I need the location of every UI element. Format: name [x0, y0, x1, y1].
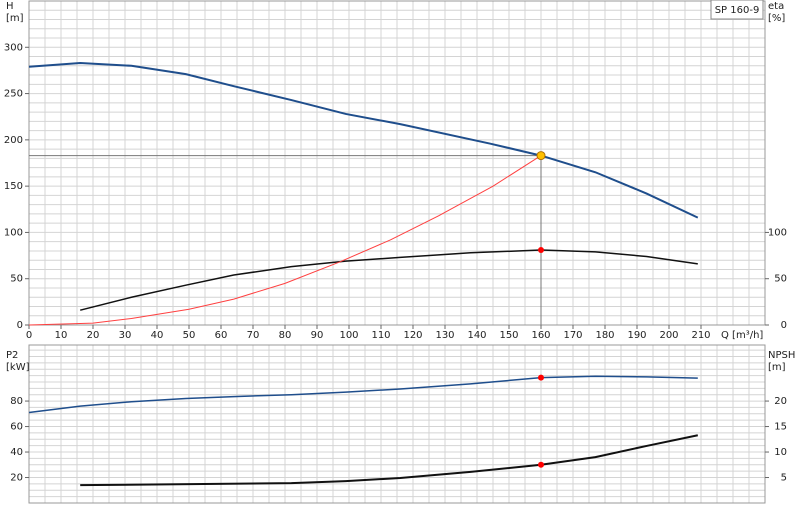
- operating-point: [538, 374, 544, 381]
- x-tick-label: 80: [279, 330, 292, 341]
- y2-axis-label: NPSH: [768, 350, 795, 361]
- x-tick-label: 70: [247, 330, 260, 341]
- x-tick-label: 30: [119, 330, 132, 341]
- y-tick-label: 0: [17, 320, 23, 331]
- x-tick-label: 0: [26, 330, 32, 341]
- y2-tick-label: 50: [774, 274, 787, 285]
- x-tick-label: 100: [339, 330, 358, 341]
- series-line: [28, 375, 698, 414]
- chart-title: SP 160-9: [715, 5, 760, 16]
- series-line: [80, 249, 698, 311]
- x-tick-label: 110: [371, 330, 390, 341]
- y-axis-label: P2: [6, 350, 18, 361]
- operating-point: [538, 247, 544, 254]
- x-axis-label: Q [m³/h]: [721, 330, 763, 341]
- y2-axis-label: eta: [768, 1, 784, 12]
- x-tick-label: 170: [563, 330, 582, 341]
- operating-point: [536, 151, 546, 161]
- y-axis-label: [kW]: [6, 362, 30, 373]
- x-tick-label: 60: [215, 330, 228, 341]
- y-tick-label: 200: [4, 135, 23, 146]
- x-tick-label: 40: [151, 330, 164, 341]
- y2-tick-label: 5: [781, 473, 787, 484]
- series-line: [28, 62, 699, 219]
- x-tick-label: 160: [531, 330, 550, 341]
- operating-point: [538, 461, 544, 468]
- y2-axis-label: [%]: [768, 13, 785, 24]
- x-tick-label: 210: [691, 330, 710, 341]
- x-tick-label: 10: [55, 330, 68, 341]
- y2-tick-label: 15: [774, 422, 787, 433]
- x-tick-label: 180: [595, 330, 614, 341]
- y-tick-label: 20: [10, 473, 23, 484]
- x-tick-label: 130: [435, 330, 454, 341]
- x-tick-label: 50: [183, 330, 196, 341]
- series-line: [80, 434, 699, 487]
- y-tick-label: 80: [10, 396, 23, 407]
- y-axis-label: H: [6, 1, 14, 12]
- y-tick-label: 150: [4, 181, 23, 192]
- y-tick-label: 300: [4, 42, 23, 53]
- y2-axis-label: [m]: [768, 362, 786, 373]
- y-tick-label: 100: [4, 227, 23, 238]
- y2-tick-label: 100: [768, 227, 787, 238]
- y-tick-label: 60: [10, 422, 23, 433]
- y-tick-label: 250: [4, 89, 23, 100]
- title-box: [710, 0, 764, 20]
- x-tick-label: 200: [659, 330, 678, 341]
- y-tick-label: 50: [10, 274, 23, 285]
- x-tick-label: 90: [311, 330, 324, 341]
- plot-frame: [28, 0, 766, 326]
- x-tick-label: 20: [87, 330, 100, 341]
- x-tick-label: 140: [467, 330, 486, 341]
- y2-tick-label: 20: [774, 396, 787, 407]
- y-axis-label: [m]: [6, 13, 24, 24]
- x-tick-label: 190: [627, 330, 646, 341]
- plot-frame: [28, 344, 766, 504]
- x-tick-label: 120: [403, 330, 422, 341]
- series-line: [28, 155, 542, 326]
- y2-tick-label: 10: [774, 447, 787, 458]
- x-tick-label: 150: [499, 330, 518, 341]
- y-tick-label: 40: [10, 447, 23, 458]
- y2-tick-label: 0: [781, 320, 787, 331]
